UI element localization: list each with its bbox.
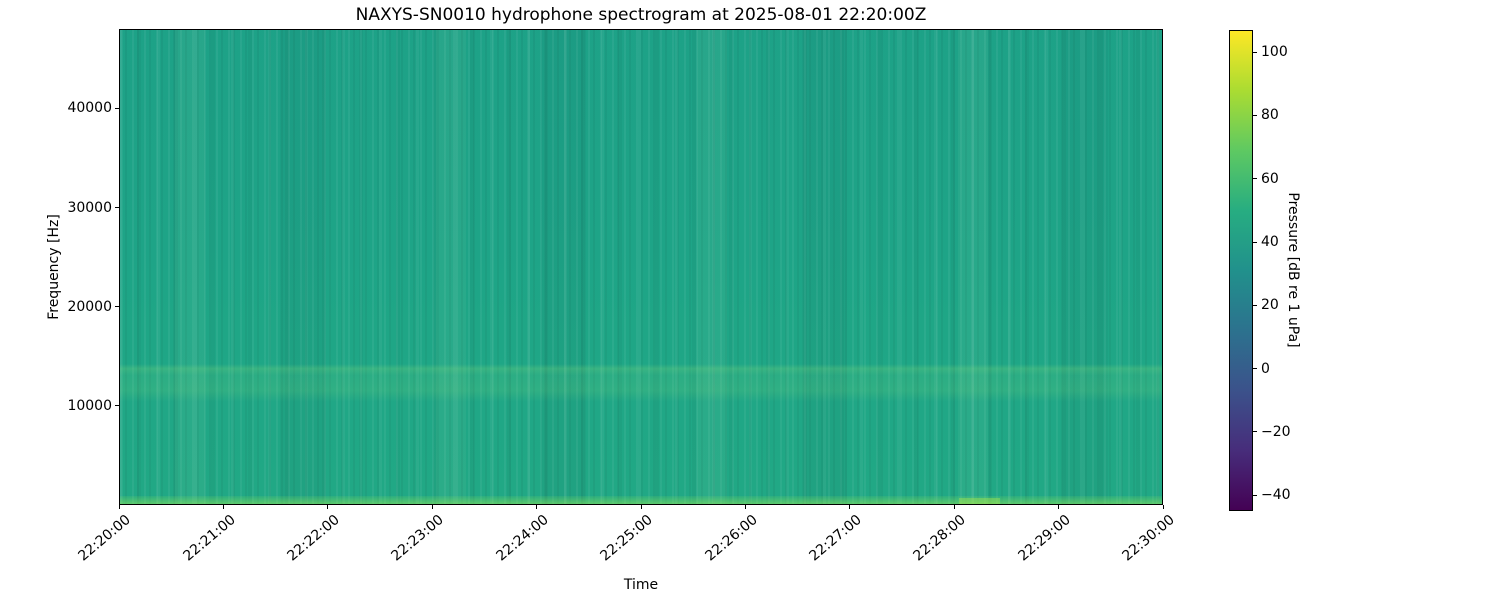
x-tick-mark xyxy=(118,505,120,509)
colorbar-tick-label: −20 xyxy=(1261,423,1291,440)
y-tick-mark xyxy=(115,107,119,109)
x-tick-label: 22:21:00 xyxy=(179,511,239,565)
colorbar-tick-mark xyxy=(1253,114,1257,116)
colorbar-label: Pressure [dB re 1 uPa] xyxy=(1285,192,1301,348)
low-frequency-band-hotspot xyxy=(958,498,1001,504)
y-tick-label: 10000 xyxy=(67,397,112,414)
x-tick-label: 22:30:00 xyxy=(1119,511,1178,565)
colorbar-tick-label: 0 xyxy=(1261,360,1270,377)
x-tick-mark xyxy=(849,505,851,509)
heatmap-noise-layer-fine xyxy=(120,30,1162,504)
x-tick-mark xyxy=(222,505,224,509)
x-tick-mark xyxy=(431,505,433,509)
colorbar-tick-label: 100 xyxy=(1261,44,1288,61)
y-tick-mark xyxy=(115,207,119,208)
x-tick-mark xyxy=(1058,505,1060,509)
colorbar-tick-mark xyxy=(1253,304,1257,306)
chart-title: NAXYS-SN0010 hydrophone spectrogram at 2… xyxy=(355,5,927,25)
x-tick-label: 22:25:00 xyxy=(597,511,656,565)
y-tick-mark xyxy=(115,405,119,407)
x-tick-mark xyxy=(953,505,955,509)
heatmap-noise-layer-mid xyxy=(120,30,1162,504)
x-tick-mark xyxy=(640,505,642,509)
x-tick-mark xyxy=(327,505,329,509)
colorbar-tick-mark xyxy=(1253,368,1257,370)
colorbar-tick-label: −40 xyxy=(1261,487,1291,504)
mid-frequency-band xyxy=(120,364,1162,403)
colorbar-tick-label: 40 xyxy=(1261,234,1279,251)
colorbar-tick-label: 60 xyxy=(1261,170,1279,187)
x-tick-label: 22:26:00 xyxy=(701,511,761,565)
y-tick-mark xyxy=(115,306,119,308)
colorbar-tick-label: 80 xyxy=(1261,107,1279,124)
colorbar xyxy=(1229,30,1253,511)
y-tick-label: 40000 xyxy=(67,100,112,117)
heatmap-noise-layer-broad xyxy=(120,30,1162,504)
heatmap-vertical-tint-layer xyxy=(120,30,1162,504)
colorbar-tick-label: 20 xyxy=(1261,297,1279,314)
low-frequency-band xyxy=(120,496,1162,504)
x-tick-mark xyxy=(744,505,746,509)
x-tick-label: 22:29:00 xyxy=(1015,511,1074,565)
y-tick-label: 30000 xyxy=(67,199,112,216)
colorbar-tick-mark xyxy=(1253,431,1257,433)
x-tick-label: 22:23:00 xyxy=(388,511,448,565)
x-tick-label: 22:22:00 xyxy=(284,511,343,565)
y-tick-label: 20000 xyxy=(67,298,112,315)
x-tick-label: 22:24:00 xyxy=(493,511,552,565)
x-tick-label: 22:27:00 xyxy=(806,511,865,565)
x-tick-mark xyxy=(1162,505,1164,509)
colorbar-tick-mark xyxy=(1253,178,1257,180)
x-tick-mark xyxy=(536,505,538,509)
colorbar-tick-mark xyxy=(1253,51,1257,53)
colorbar-tick-mark xyxy=(1253,494,1257,496)
spectrogram-heatmap xyxy=(119,29,1163,505)
y-axis-label: Frequency [Hz] xyxy=(46,214,62,320)
x-tick-label: 22:28:00 xyxy=(910,511,970,565)
colorbar-tick-mark xyxy=(1253,241,1257,243)
x-tick-label: 22:20:00 xyxy=(75,511,134,565)
x-axis-label: Time xyxy=(623,577,659,593)
